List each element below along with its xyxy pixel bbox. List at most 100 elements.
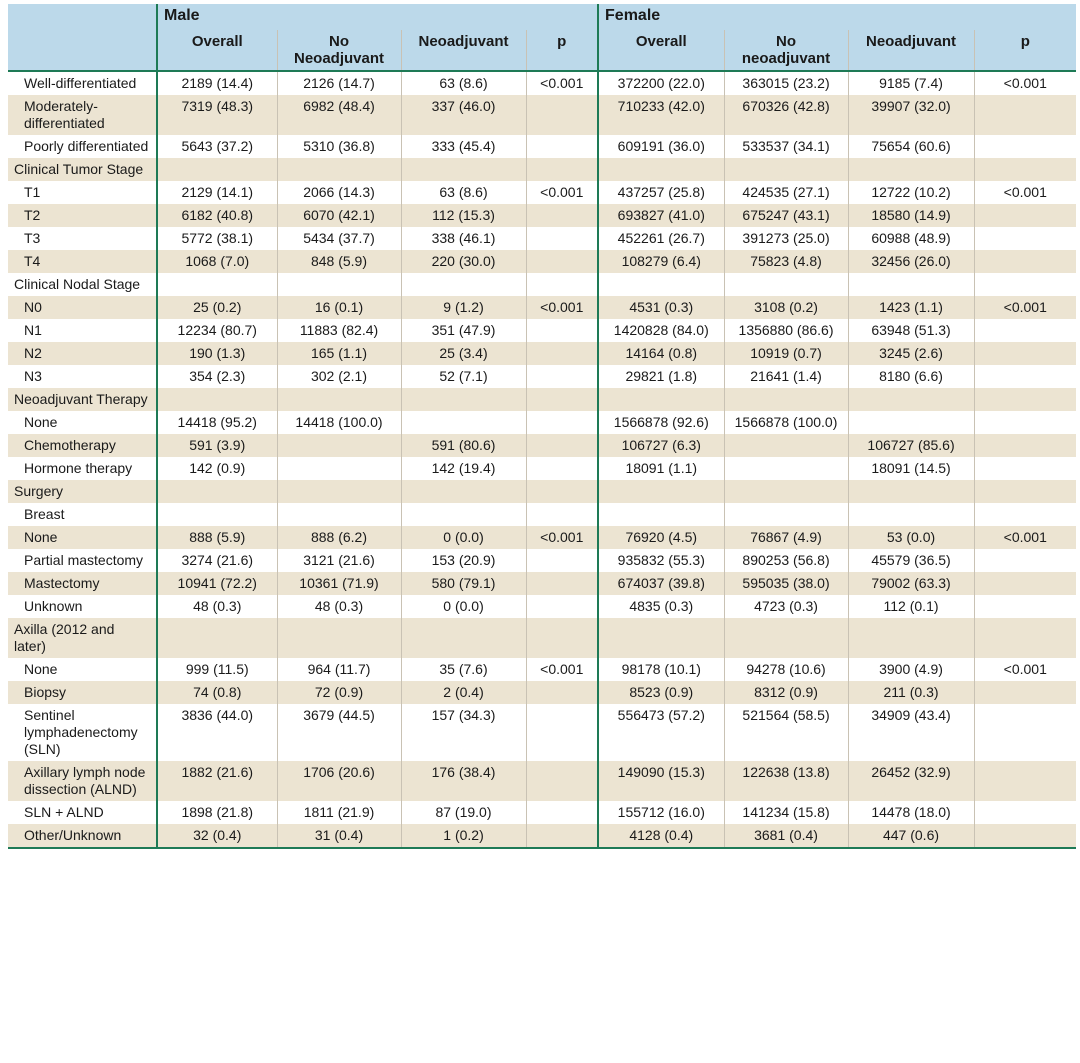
table-cell: 87 (19.0) [401, 801, 527, 824]
table-cell: 609191 (36.0) [597, 135, 725, 158]
table-cell: 155712 (16.0) [597, 801, 725, 824]
table-row: N2 190 (1.3) 165 (1.1) 25 (3.4) 14164 (0.8) 1… [8, 342, 1077, 365]
table-cell: 1423 (1.1) [848, 296, 975, 319]
table-cell: 190 (1.3) [156, 342, 278, 365]
table-cell: 74 (0.8) [156, 681, 278, 704]
table-cell: <0.001 [526, 526, 600, 549]
row-label: SLN + ALND [8, 801, 157, 824]
table-cell: 888 (6.2) [277, 526, 402, 549]
table-row: T3 5772 (38.1) 5434 (37.7) 338 (46.1) 452261… [8, 227, 1077, 250]
row-label: Breast [8, 503, 157, 526]
table-cell: 1420828 (84.0) [597, 319, 725, 342]
table-cell [597, 273, 725, 296]
table-cell [156, 480, 278, 503]
table-row: Clinical Tumor Stage [8, 158, 1077, 181]
table-cell: 591 (3.9) [156, 434, 278, 457]
table-cell: 2189 (14.4) [156, 71, 278, 95]
table-cell [974, 135, 1077, 158]
table-cell [974, 503, 1077, 526]
table-cell: 63 (8.6) [401, 181, 527, 204]
table-cell: 220 (30.0) [401, 250, 527, 273]
table-cell: 157 (34.3) [401, 704, 527, 761]
table-cell [848, 388, 975, 411]
row-label: Clinical Nodal Stage [8, 273, 157, 296]
col-female-neoadjuvant: Neoadjuvant [848, 30, 975, 72]
table-cell: 60988 (48.9) [848, 227, 975, 250]
table-cell: 372200 (22.0) [597, 71, 725, 95]
table-cell [526, 204, 600, 227]
table-row: Other/Unknown 32 (0.4) 31 (0.4) 1 (0.2) 4128… [8, 824, 1077, 849]
table-cell: 14164 (0.8) [597, 342, 725, 365]
table-cell: 112 (15.3) [401, 204, 527, 227]
table-cell [974, 227, 1077, 250]
table-cell: 211 (0.3) [848, 681, 975, 704]
col-male-overall: Overall [156, 30, 278, 72]
table-cell [974, 681, 1077, 704]
table-row: Moderately-differentiated 7319 (48.3) 6982… [8, 95, 1077, 135]
table-row: Hormone therapy 142 (0.9) 142 (19.4) 18091 … [8, 457, 1077, 480]
table-cell [974, 824, 1077, 849]
row-label: T3 [8, 227, 157, 250]
table-cell: 34909 (43.4) [848, 704, 975, 761]
table-cell: 1882 (21.6) [156, 761, 278, 801]
table-row: N1 12234 (80.7) 11883 (82.4) 351 (47.9) 1420… [8, 319, 1077, 342]
table-cell: 333 (45.4) [401, 135, 527, 158]
table-cell [597, 480, 725, 503]
table-cell: 4835 (0.3) [597, 595, 725, 618]
table-cell: 8312 (0.9) [724, 681, 849, 704]
table-cell: 3274 (21.6) [156, 549, 278, 572]
table-cell: 3108 (0.2) [724, 296, 849, 319]
table-cell: 32 (0.4) [156, 824, 278, 849]
table-cell: 94278 (10.6) [724, 658, 849, 681]
table-cell [401, 158, 527, 181]
table-cell: 4128 (0.4) [597, 824, 725, 849]
table-cell: 3245 (2.6) [848, 342, 975, 365]
table-cell [848, 273, 975, 296]
table-cell [597, 158, 725, 181]
table-cell: 4531 (0.3) [597, 296, 725, 319]
row-label: Axilla (2012 and later) [8, 618, 157, 658]
table-cell: <0.001 [526, 296, 600, 319]
table-row: Unknown 48 (0.3) 48 (0.3) 0 (0.0) 4835 (0.3)… [8, 595, 1077, 618]
table-row: Well-differentiated 2189 (14.4) 2126 (14.7… [8, 71, 1077, 95]
table-cell [848, 411, 975, 434]
table-cell: <0.001 [974, 526, 1077, 549]
table-cell [848, 503, 975, 526]
table-cell: 935832 (55.3) [597, 549, 725, 572]
table-cell: 6182 (40.8) [156, 204, 278, 227]
row-label: N2 [8, 342, 157, 365]
table-cell: 363015 (23.2) [724, 71, 849, 95]
table-cell [974, 388, 1077, 411]
table-cell [974, 434, 1077, 457]
table-cell: 16 (0.1) [277, 296, 402, 319]
table-cell: 1 (0.2) [401, 824, 527, 849]
table-cell [526, 480, 600, 503]
table-cell [526, 95, 600, 135]
table-cell: 12234 (80.7) [156, 319, 278, 342]
table-cell: 5643 (37.2) [156, 135, 278, 158]
table-cell [597, 503, 725, 526]
table-cell: <0.001 [526, 658, 600, 681]
table-cell [277, 388, 402, 411]
table-cell [974, 411, 1077, 434]
col-female-overall: Overall [597, 30, 725, 72]
table-cell [526, 342, 600, 365]
table-cell: 26452 (32.9) [848, 761, 975, 801]
table-cell [277, 273, 402, 296]
col-male-p: p [526, 30, 600, 72]
row-label: Chemotherapy [8, 434, 157, 457]
table-cell: 337 (46.0) [401, 95, 527, 135]
table-row: Axillary lymph node dissection (ALND) 188… [8, 761, 1077, 801]
table-cell [526, 434, 600, 457]
table-row: N0 25 (0.2) 16 (0.1) 9 (1.2) <0.001 4531 (0.3… [8, 296, 1077, 319]
table-cell: 0 (0.0) [401, 595, 527, 618]
table-cell [724, 457, 849, 480]
table-cell: 591 (80.6) [401, 434, 527, 457]
table-cell: 63 (8.6) [401, 71, 527, 95]
table-cell: 3900 (4.9) [848, 658, 975, 681]
table-cell: 52 (7.1) [401, 365, 527, 388]
table-cell [724, 158, 849, 181]
row-label: None [8, 411, 157, 434]
table-cell: <0.001 [974, 296, 1077, 319]
table-cell: 710233 (42.0) [597, 95, 725, 135]
